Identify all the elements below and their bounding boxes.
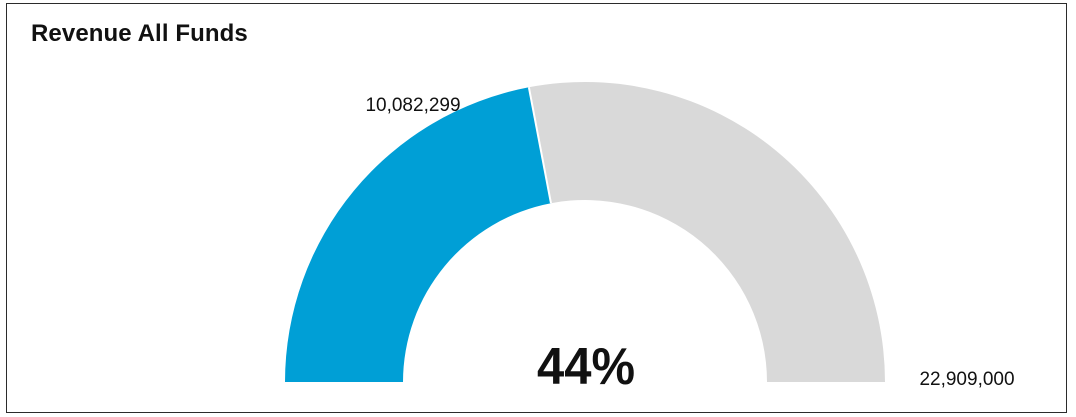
gauge-track-remaining — [528, 81, 885, 382]
gauge-split-line — [527, 87, 552, 204]
chart-panel: Revenue All Funds 10,082,299 22,909,000 44… — [6, 3, 1067, 413]
gauge-fill-value — [285, 87, 551, 382]
chart-title: Revenue All Funds — [31, 20, 248, 47]
gauge-target-label: 22,909,000 — [919, 369, 1014, 390]
gauge-value-label: 10,082,299 — [365, 95, 460, 116]
gauge-chart: 10,082,299 22,909,000 44% — [285, 81, 1015, 396]
gauge-percent-label: 44% — [537, 338, 635, 396]
